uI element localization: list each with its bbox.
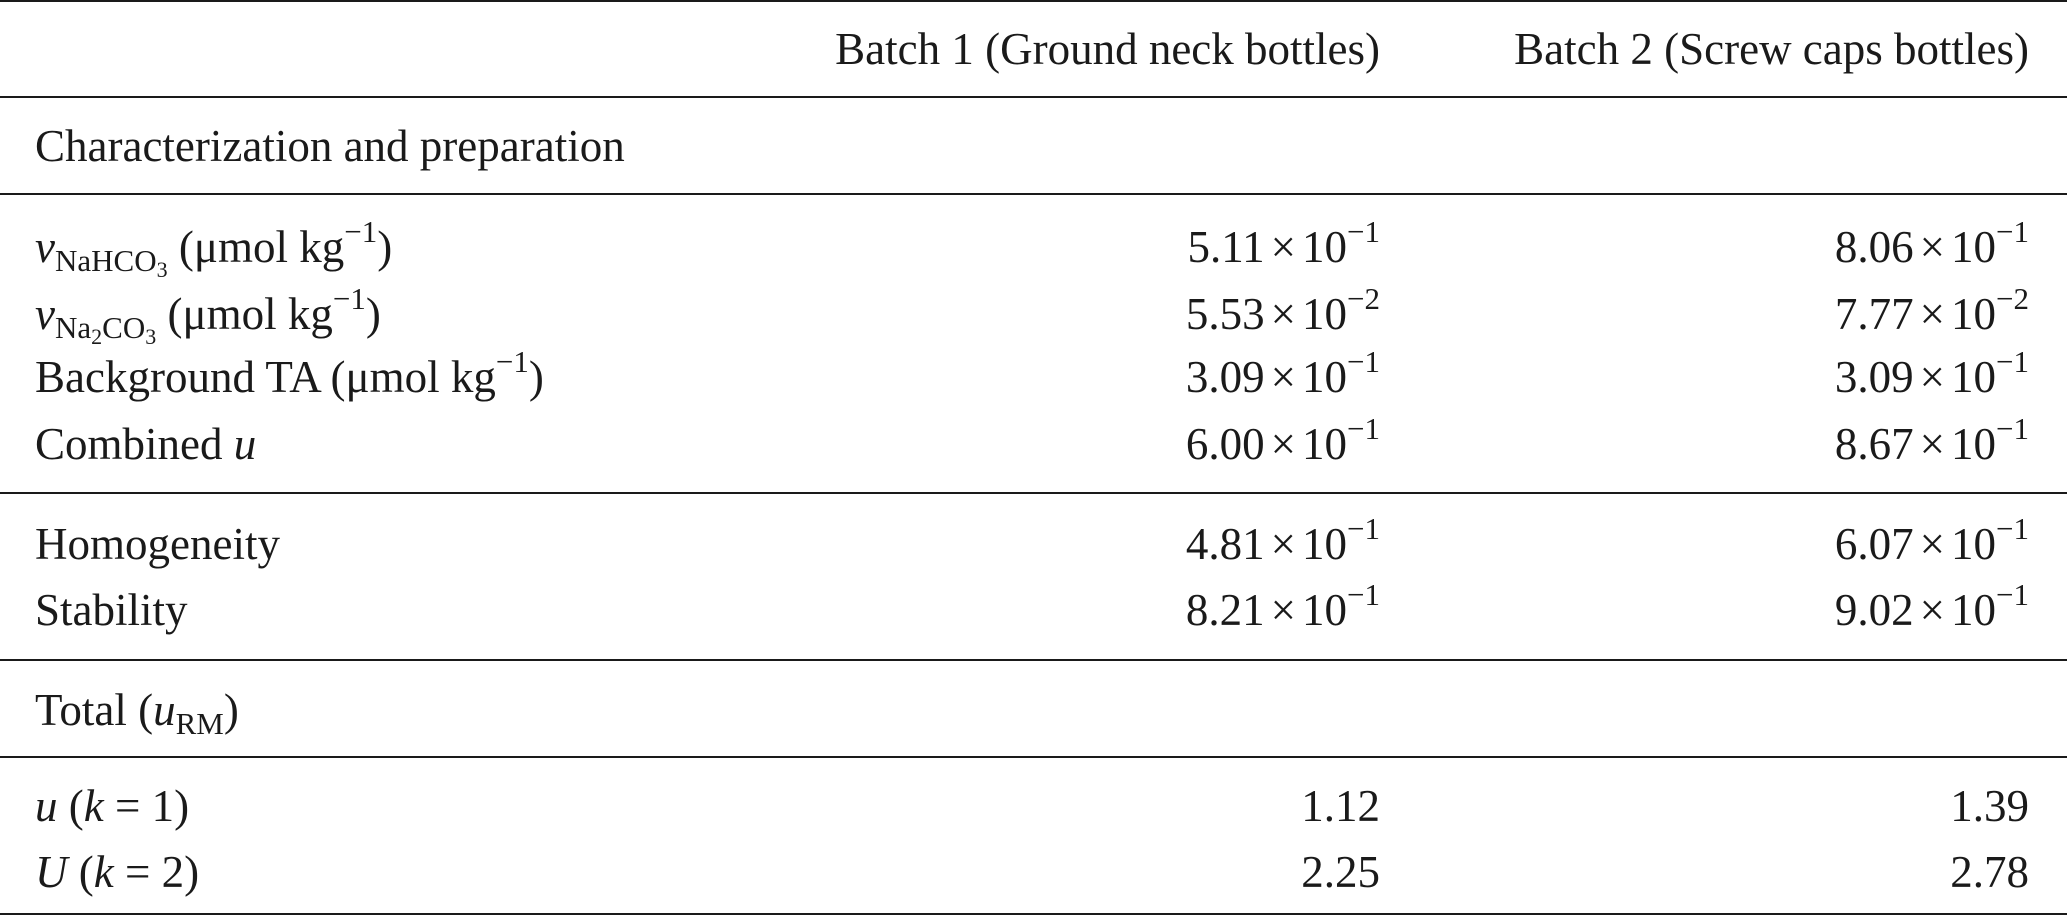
cell-na2co3-batch2: 7.77 × 10−2 [1834,281,2029,339]
table-bottom-rule [0,913,2067,915]
cell-homogeneity-batch1: 4.81 × 10−1 [1185,511,1380,569]
cell-combined-u-batch1: 6.00 × 10−1 [1185,411,1380,469]
column-header-batch2: Batch 2 (Screw caps bottles) [1514,24,2029,74]
row-label-combined-u: Combined u [35,419,257,469]
cell-U-k2-batch2: 2.78 [1950,847,2029,897]
header-rule [0,96,2067,98]
row-label-na2co3: νNa2CO3 (μmol kg−1) [35,281,381,349]
section2-top-rule [0,659,2067,661]
section-title-characterization: Characterization and preparation [35,121,625,171]
cell-nahco3-batch1: 5.11 × 10−1 [1187,214,1380,272]
cell-u-k1-batch2: 1.39 [1950,781,2029,831]
cell-background-ta-batch2: 3.09 × 10−1 [1834,344,2029,402]
table-top-rule [0,0,2067,2]
row-label-nahco3: νNaHCO3 (μmol kg−1) [35,214,393,282]
row-label-homogeneity: Homogeneity [35,519,280,569]
row-label-u-k1: u (k = 1) [35,781,190,831]
cell-homogeneity-batch2: 6.07 × 10−1 [1834,511,2029,569]
section1-title-rule [0,193,2067,195]
cell-U-k2-batch1: 2.25 [1301,847,1380,897]
cell-na2co3-batch1: 5.53 × 10−2 [1185,281,1380,339]
column-header-batch1: Batch 1 (Ground neck bottles) [835,24,1380,74]
row-label-background-ta: Background TA (μmol kg−1) [35,344,544,402]
row-label-stability: Stability [35,585,188,635]
section-title-total: Total (uRM) [35,685,239,741]
cell-combined-u-batch2: 8.67 × 10−1 [1834,411,2029,469]
group-divider-rule [0,492,2067,494]
cell-background-ta-batch1: 3.09 × 10−1 [1185,344,1380,402]
cell-nahco3-batch2: 8.06 × 10−1 [1834,214,2029,272]
cell-stability-batch2: 9.02 × 10−1 [1834,577,2029,635]
row-label-U-k2: U (k = 2) [35,847,200,897]
cell-u-k1-batch1: 1.12 [1301,781,1380,831]
cell-stability-batch1: 8.21 × 10−1 [1185,577,1380,635]
section2-title-rule [0,756,2067,758]
